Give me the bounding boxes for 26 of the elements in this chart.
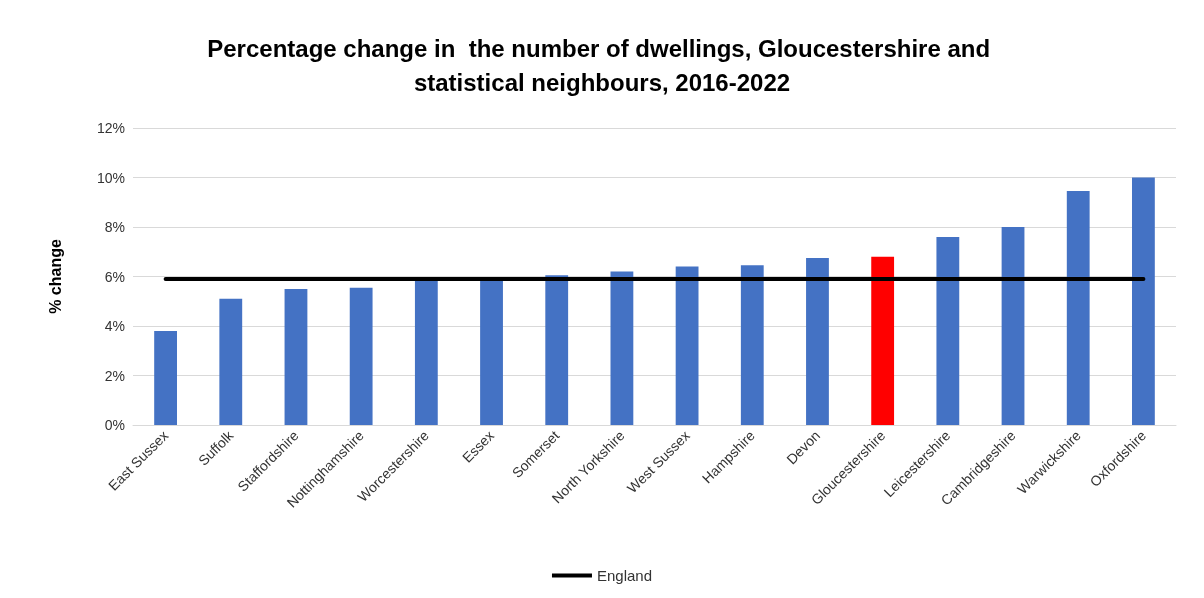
bar [1132,177,1155,425]
bar [610,271,634,425]
y-tick-label: 2% [104,367,125,384]
bar [936,236,960,425]
y-axis-title: % change [46,239,64,314]
bar [154,330,177,425]
chart-title: Percentage change in the number of dwellings, Gloucestershire and statistical neighbours, 2016-2022 [207,34,997,96]
y-tick-label: 4% [104,318,125,334]
bar [414,278,438,425]
bar [284,288,308,425]
bar [871,256,895,425]
bar [349,287,373,425]
bar [480,278,503,425]
y-tick-label: 6% [104,268,125,285]
y-tick-label: 8% [104,219,125,235]
bar [675,266,699,425]
y-tick-label: 0% [104,417,125,433]
bar [806,257,829,425]
bar [1001,227,1025,425]
bar [545,275,569,425]
y-tick-label: 12% [96,120,125,136]
y-tick-label: 10% [96,169,125,186]
bar [219,298,243,425]
bar [740,265,764,425]
legend-label: England [596,567,653,584]
bar [1066,191,1090,425]
